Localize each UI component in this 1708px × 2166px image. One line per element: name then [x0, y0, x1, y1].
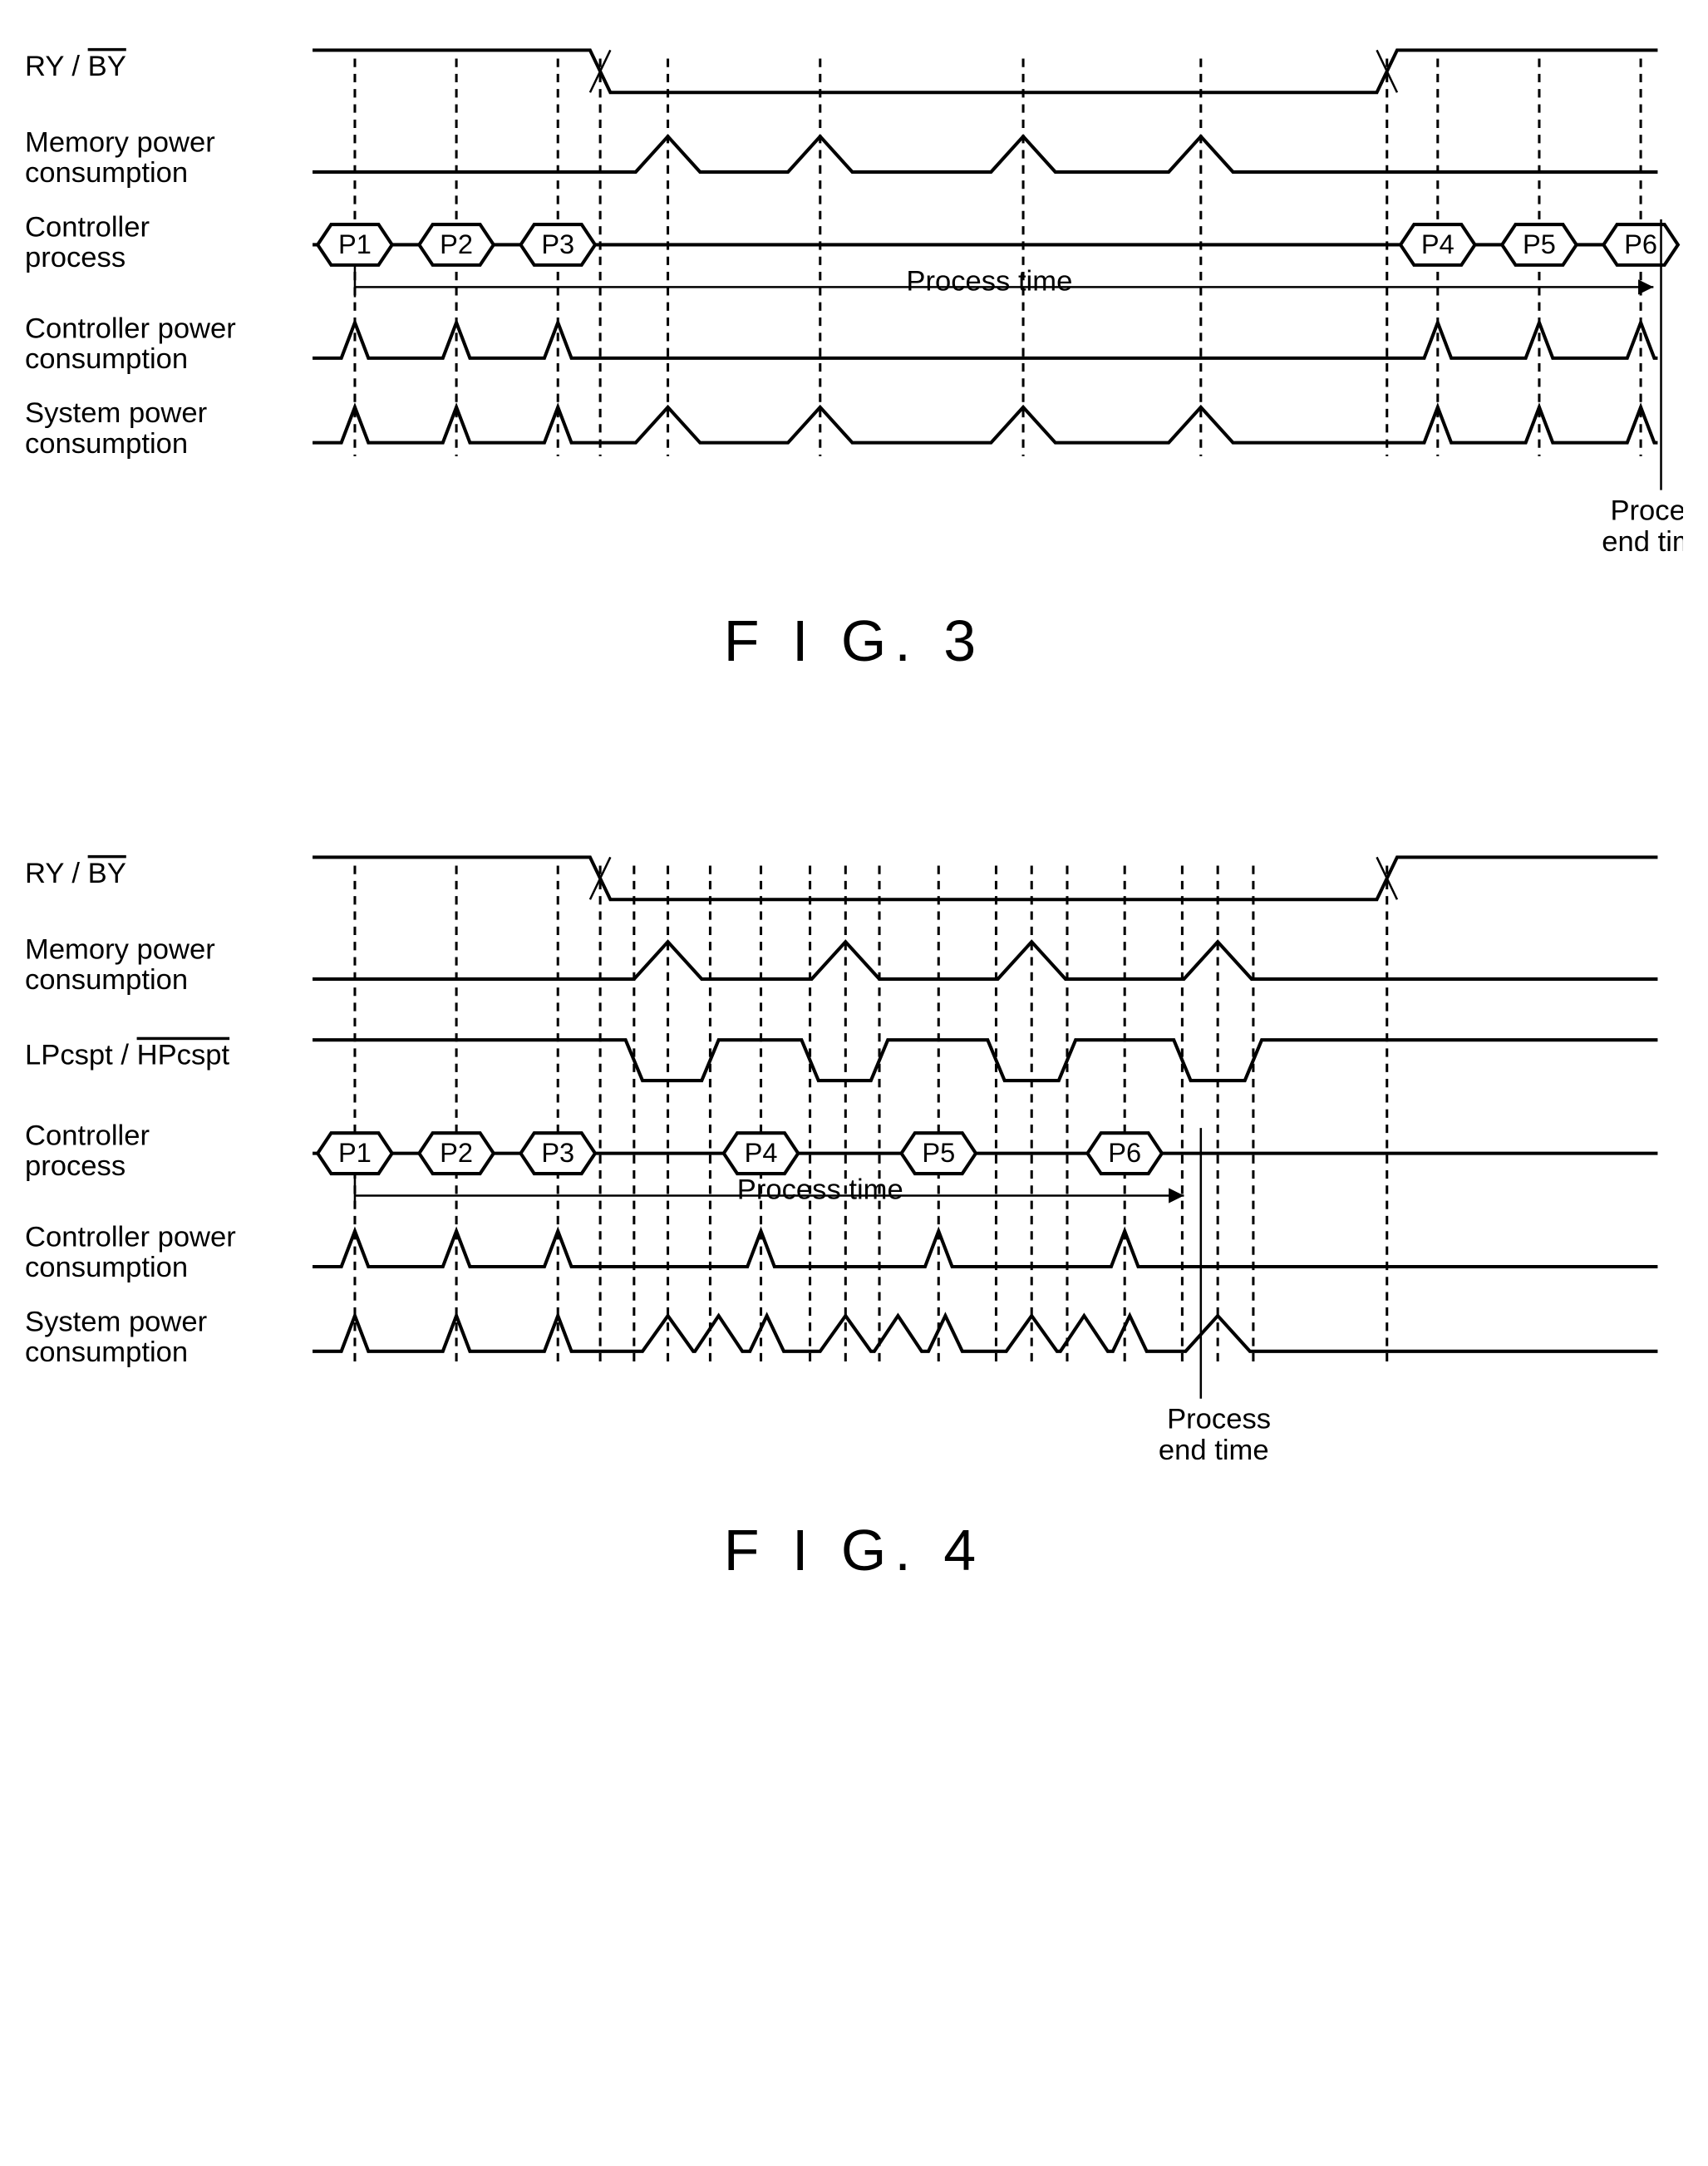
svg-text:P1: P1 — [338, 229, 372, 259]
svg-text:System powerconsumption: System powerconsumption — [25, 1307, 207, 1369]
figure-3: RY / BY Memory powerconsumption Controller… — [25, 33, 1683, 674]
fig3-svg-container: RY / BY Memory powerconsumption Controller… — [25, 33, 1683, 574]
fig4-title: F I G. 4 — [25, 1517, 1683, 1583]
svg-text:RY / BY: RY / BY — [25, 51, 126, 82]
svg-text:P3: P3 — [541, 1139, 574, 1169]
figure-4: RY / BY Memory powerconsumption LPcspt / H… — [25, 840, 1683, 1583]
svg-text:Controllerprocess: Controllerprocess — [25, 211, 150, 273]
svg-text:Memory powerconsumption: Memory powerconsumption — [25, 126, 215, 189]
fig4-svg: RY / BY Memory powerconsumption LPcspt / H… — [25, 840, 1683, 1484]
svg-text:P6: P6 — [1108, 1139, 1141, 1169]
svg-text:P2: P2 — [440, 1139, 473, 1169]
svg-text:RY / BY: RY / BY — [25, 858, 126, 889]
svg-text:Controller powerconsumption: Controller powerconsumption — [25, 313, 236, 375]
svg-text:Controllerprocess: Controllerprocess — [25, 1120, 150, 1183]
svg-text:P4: P4 — [745, 1139, 778, 1169]
svg-text:Process time: Process time — [906, 265, 1072, 297]
svg-text:P4: P4 — [1421, 229, 1455, 259]
svg-text:P5: P5 — [922, 1139, 955, 1169]
svg-text:Controller powerconsumption: Controller powerconsumption — [25, 1222, 236, 1284]
fig3-svg: RY / BY Memory powerconsumption Controller… — [25, 33, 1683, 574]
svg-text:Memory powerconsumption: Memory powerconsumption — [25, 934, 215, 997]
svg-text:P3: P3 — [541, 229, 574, 259]
fig3-title: F I G. 3 — [25, 608, 1683, 674]
svg-text:System powerconsumption: System powerconsumption — [25, 397, 207, 460]
svg-text:Process time: Process time — [737, 1174, 903, 1206]
svg-text:P6: P6 — [1624, 229, 1657, 259]
svg-text:end time: end time — [1602, 526, 1683, 558]
svg-text:Process: Process — [1610, 495, 1683, 526]
svg-text:end time: end time — [1159, 1435, 1269, 1466]
svg-text:P5: P5 — [1523, 229, 1556, 259]
fig4-svg-container: RY / BY Memory powerconsumption LPcspt / H… — [25, 840, 1683, 1484]
svg-text:P2: P2 — [440, 229, 473, 259]
svg-text:P1: P1 — [338, 1139, 372, 1169]
svg-text:LPcspt / HPcspt: LPcspt / HPcspt — [25, 1040, 229, 1071]
svg-text:Process: Process — [1167, 1404, 1271, 1435]
